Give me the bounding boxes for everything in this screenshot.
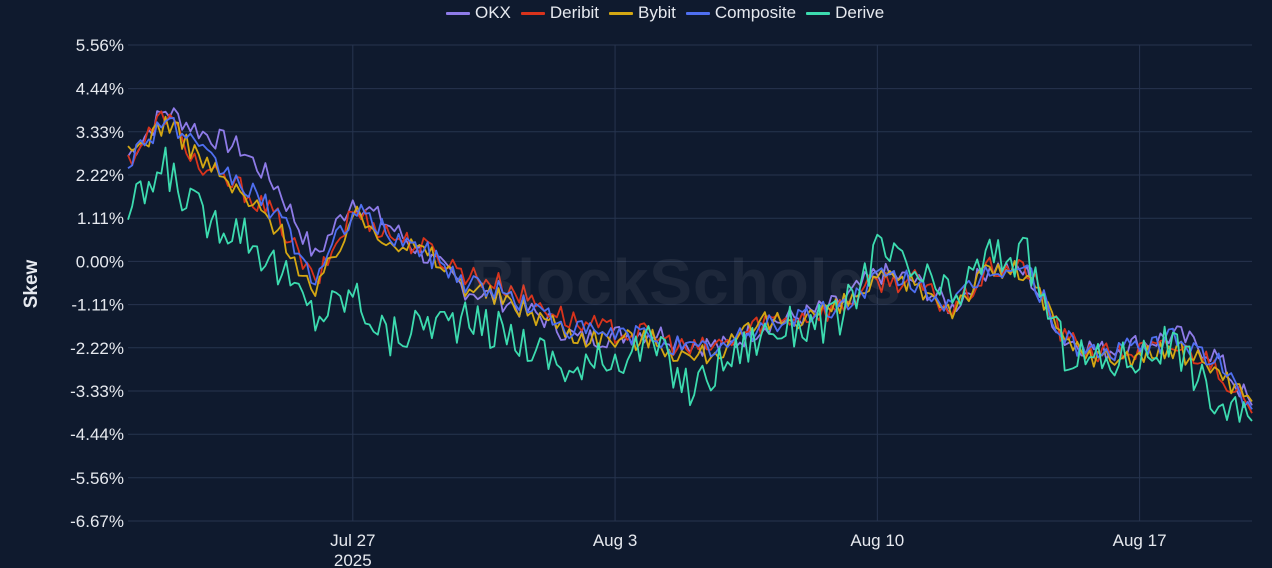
y-axis-ticks: 5.56% 4.44% 3.33% 2.22% 1.11% 0.00% -1.11% -2.2… <box>70 36 124 531</box>
series-line-deribit <box>127 110 1253 414</box>
legend-label: Bybit <box>638 3 676 22</box>
legend-label: OKX <box>475 3 511 22</box>
series-line-derive <box>127 146 1253 423</box>
legend-swatch <box>685 11 710 15</box>
y-tick-label: -2.22% <box>70 339 124 358</box>
legend-swatch <box>446 11 470 15</box>
chart-legend: OKX Deribit Bybit Composite Derive <box>446 2 884 24</box>
legend-swatch <box>609 11 634 15</box>
y-axis-title: Skew <box>21 259 42 309</box>
x-tick-label: Jul 27 <box>330 531 375 550</box>
grid-lines <box>128 44 1252 522</box>
series-line-okx <box>127 107 1253 406</box>
series-lines <box>127 107 1253 423</box>
y-tick-label: 1.11% <box>77 209 124 228</box>
legend-item-composite[interactable]: Composite <box>685 3 797 23</box>
y-tick-label: -4.44% <box>70 425 124 444</box>
legend-label: Deribit <box>549 3 600 22</box>
y-tick-label: 0.00% <box>76 252 124 271</box>
legend-swatch <box>520 11 545 15</box>
x-tick-sublabel: 2025 <box>334 551 372 568</box>
x-tick-label: Aug 17 <box>1113 531 1167 550</box>
legend-item-bybit[interactable]: Bybit <box>609 3 676 23</box>
y-tick-label: -5.56% <box>70 469 124 488</box>
x-tick-label: Aug 3 <box>593 531 637 550</box>
y-tick-label: 3.33% <box>76 123 124 142</box>
y-tick-label: 5.56% <box>76 36 124 55</box>
y-tick-label: -1.11% <box>71 296 124 315</box>
y-tick-label: -6.67% <box>70 512 124 531</box>
legend-swatch <box>806 11 831 15</box>
legend-item-derive[interactable]: Derive <box>806 3 884 23</box>
legend-item-okx[interactable]: OKX <box>446 3 511 23</box>
legend-label: Composite <box>714 3 797 22</box>
x-tick-label: Aug 10 <box>850 531 904 550</box>
legend-label: Derive <box>835 3 885 22</box>
y-tick-label: -3.33% <box>70 382 124 401</box>
series-line-composite <box>127 117 1253 410</box>
y-tick-label: 2.22% <box>76 166 124 185</box>
legend-item-deribit[interactable]: Deribit <box>520 3 600 23</box>
series-line-bybit <box>127 115 1253 403</box>
y-tick-label: 4.44% <box>76 80 124 99</box>
